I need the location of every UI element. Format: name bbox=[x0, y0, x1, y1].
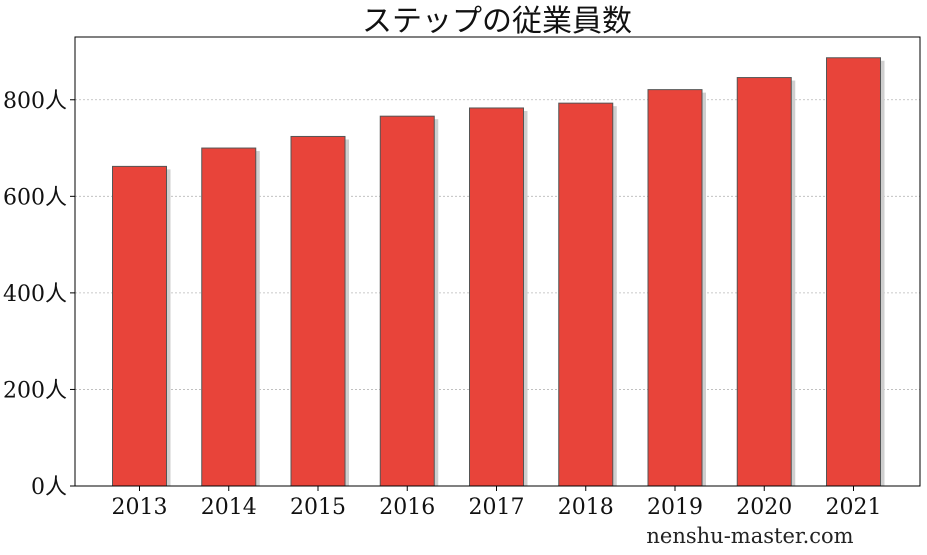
bar-2018 bbox=[558, 102, 614, 487]
y-axis-ticks: 0人 200人 400人 600人 800人 bbox=[3, 89, 75, 500]
y-tick-label: 400人 bbox=[3, 282, 67, 307]
y-tick-label: 800人 bbox=[3, 89, 67, 114]
y-tick-label: 0人 bbox=[31, 475, 67, 500]
x-tick-label: 2017 bbox=[469, 495, 525, 520]
chart-title: ステップの従業員数 bbox=[362, 4, 632, 39]
bar-2020 bbox=[736, 77, 792, 487]
x-axis-ticks: 2013 2014 2015 2016 2017 2018 2019 2020 2021 bbox=[112, 486, 882, 520]
x-tick-label: 2018 bbox=[558, 495, 614, 520]
bar-2021 bbox=[826, 57, 881, 487]
bar-2019 bbox=[647, 89, 703, 487]
bar-2013 bbox=[112, 165, 167, 487]
bar-2015 bbox=[290, 135, 346, 487]
x-tick-label: 2013 bbox=[112, 495, 168, 520]
plot-frame bbox=[74, 36, 921, 487]
bar-2017 bbox=[469, 107, 524, 487]
y-tick-label: 200人 bbox=[3, 378, 67, 403]
x-tick-label: 2020 bbox=[736, 495, 792, 520]
x-tick-label: 2015 bbox=[290, 495, 346, 520]
x-tick-label: 2016 bbox=[379, 495, 435, 520]
bars bbox=[112, 57, 885, 487]
watermark: nenshu-master.com bbox=[646, 524, 853, 548]
x-tick-label: 2019 bbox=[647, 495, 703, 520]
bar-2014 bbox=[201, 147, 257, 487]
y-tick-label: 600人 bbox=[3, 185, 67, 210]
x-tick-label: 2014 bbox=[201, 495, 257, 520]
x-tick-label: 2021 bbox=[826, 495, 882, 520]
bar-2016 bbox=[379, 115, 435, 487]
